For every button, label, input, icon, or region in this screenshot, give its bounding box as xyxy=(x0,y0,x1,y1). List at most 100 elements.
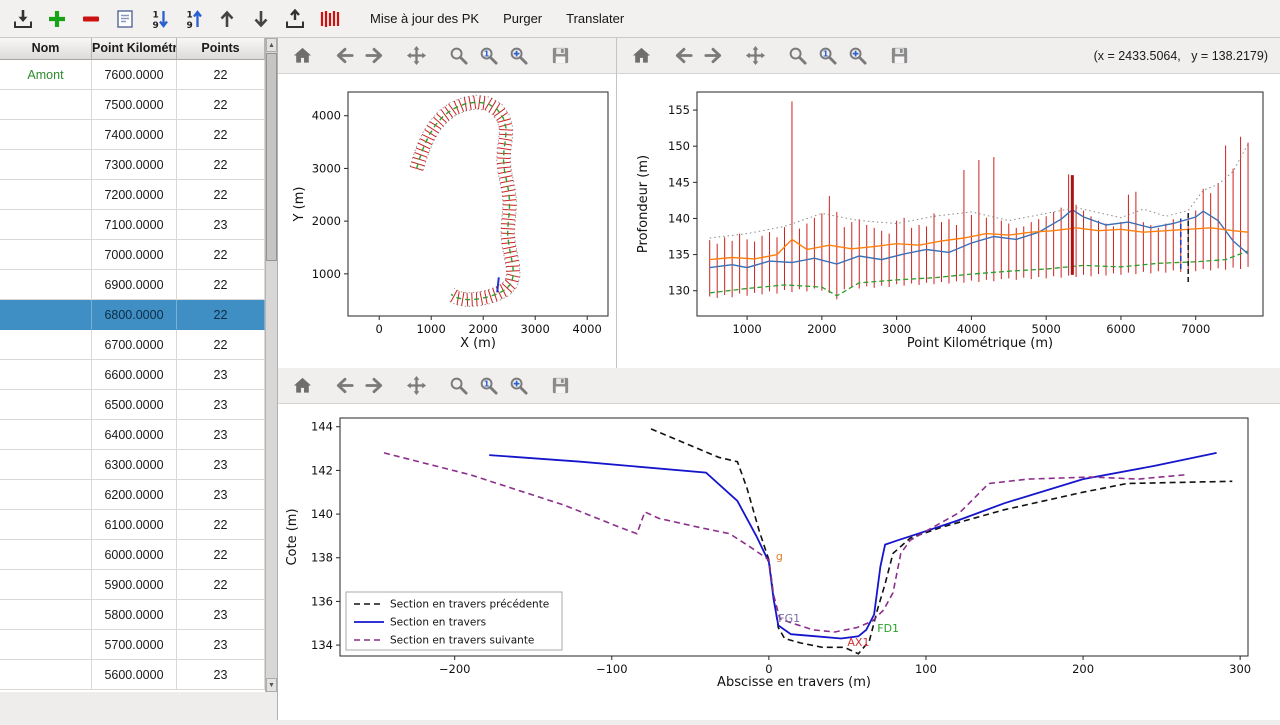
table-row[interactable]: 6800.0000 22 xyxy=(0,300,265,330)
table-row[interactable]: 6400.0000 23 xyxy=(0,420,265,450)
sections-button[interactable] xyxy=(314,4,344,34)
update-pk-button[interactable]: Mise à jour des PK xyxy=(360,4,489,34)
table-row[interactable]: 5900.0000 22 xyxy=(0,570,265,600)
zoom-one-button[interactable]: 1 xyxy=(474,42,502,70)
table-row[interactable]: 6300.0000 23 xyxy=(0,450,265,480)
scroll-down-icon[interactable]: ▼ xyxy=(266,678,277,692)
cell-nom[interactable] xyxy=(0,90,92,120)
cell-points[interactable]: 23 xyxy=(177,660,265,690)
move-up-button[interactable] xyxy=(212,4,242,34)
cell-points[interactable]: 22 xyxy=(177,150,265,180)
cell-nom[interactable] xyxy=(0,240,92,270)
plan-figure[interactable]: 0 1000 2000 3000 4000 1000 2000 3000 4000 X (m) Y … xyxy=(278,74,616,368)
pan-button[interactable] xyxy=(402,372,430,400)
table-row[interactable]: 6200.0000 23 xyxy=(0,480,265,510)
cell-points[interactable]: 23 xyxy=(177,480,265,510)
cell-nom[interactable] xyxy=(0,600,92,630)
table-row[interactable]: 7400.0000 22 xyxy=(0,120,265,150)
zoom-one-button[interactable]: 1 xyxy=(813,42,841,70)
cell-nom[interactable] xyxy=(0,570,92,600)
cell-points[interactable]: 23 xyxy=(177,450,265,480)
cell-nom[interactable] xyxy=(0,390,92,420)
column-header-points[interactable]: Points xyxy=(177,38,265,60)
cell-pk[interactable]: 6400.0000 xyxy=(92,420,177,450)
save-button[interactable] xyxy=(885,42,913,70)
cell-pk[interactable]: 6900.0000 xyxy=(92,270,177,300)
cell-pk[interactable]: 6200.0000 xyxy=(92,480,177,510)
cell-points[interactable]: 22 xyxy=(177,120,265,150)
cell-nom[interactable] xyxy=(0,480,92,510)
cell-nom[interactable] xyxy=(0,210,92,240)
cell-points[interactable]: 22 xyxy=(177,330,265,360)
cell-pk[interactable]: 6300.0000 xyxy=(92,450,177,480)
save-button[interactable] xyxy=(546,372,574,400)
column-header-nom[interactable]: Nom xyxy=(0,38,92,60)
add-button[interactable] xyxy=(42,4,72,34)
cell-points[interactable]: 23 xyxy=(177,630,265,660)
cell-pk[interactable]: 7500.0000 xyxy=(92,90,177,120)
cell-nom[interactable]: Amont xyxy=(0,60,92,90)
scrollbar-thumb[interactable] xyxy=(266,53,277,261)
cell-pk[interactable]: 7400.0000 xyxy=(92,120,177,150)
table-row[interactable]: 6700.0000 22 xyxy=(0,330,265,360)
remove-button[interactable] xyxy=(76,4,106,34)
cross-section-figure[interactable]: g FG1 AX1 FD1 −200 −100 0 100 200 300 134 136 138 140… xyxy=(278,404,1280,720)
cell-nom[interactable] xyxy=(0,120,92,150)
column-header-pk[interactable]: Point Kilométrique xyxy=(92,38,177,60)
table-row[interactable]: 5700.0000 23 xyxy=(0,630,265,660)
move-down-button[interactable] xyxy=(246,4,276,34)
zoom-button[interactable] xyxy=(444,42,472,70)
zoom-one-button[interactable]: 1 xyxy=(474,372,502,400)
cell-pk[interactable]: 6100.0000 xyxy=(92,510,177,540)
cell-pk[interactable]: 6600.0000 xyxy=(92,360,177,390)
table-row[interactable]: 7500.0000 22 xyxy=(0,90,265,120)
cell-nom[interactable] xyxy=(0,660,92,690)
forward-button[interactable] xyxy=(699,42,727,70)
edit-button[interactable] xyxy=(110,4,140,34)
home-button[interactable] xyxy=(288,42,316,70)
cell-nom[interactable] xyxy=(0,270,92,300)
cell-points[interactable]: 22 xyxy=(177,60,265,90)
cell-points[interactable]: 23 xyxy=(177,420,265,450)
table-row[interactable]: 7200.0000 22 xyxy=(0,180,265,210)
table-row[interactable]: 6900.0000 22 xyxy=(0,270,265,300)
cell-points[interactable]: 22 xyxy=(177,240,265,270)
cell-pk[interactable]: 7600.0000 xyxy=(92,60,177,90)
cell-pk[interactable]: 6700.0000 xyxy=(92,330,177,360)
cell-pk[interactable]: 7200.0000 xyxy=(92,180,177,210)
cell-nom[interactable] xyxy=(0,450,92,480)
cell-points[interactable]: 22 xyxy=(177,270,265,300)
cell-pk[interactable]: 7100.0000 xyxy=(92,210,177,240)
zoom-plus-button[interactable] xyxy=(504,42,532,70)
cell-points[interactable]: 22 xyxy=(177,570,265,600)
cell-points[interactable]: 23 xyxy=(177,600,265,630)
forward-button[interactable] xyxy=(360,372,388,400)
back-button[interactable] xyxy=(330,372,358,400)
table-row[interactable]: 6100.0000 22 xyxy=(0,510,265,540)
forward-button[interactable] xyxy=(360,42,388,70)
table-row[interactable]: 7000.0000 22 xyxy=(0,240,265,270)
purge-button[interactable]: Purger xyxy=(493,4,552,34)
zoom-button[interactable] xyxy=(444,372,472,400)
cell-points[interactable]: 23 xyxy=(177,210,265,240)
translate-button[interactable]: Translater xyxy=(556,4,634,34)
profile-figure[interactable]: 1000 2000 3000 4000 5000 6000 7000 130 135 140 145… xyxy=(617,74,1280,368)
zoom-button[interactable] xyxy=(783,42,811,70)
pan-button[interactable] xyxy=(741,42,769,70)
cell-pk[interactable]: 6000.0000 xyxy=(92,540,177,570)
cell-points[interactable]: 22 xyxy=(177,510,265,540)
cell-points[interactable]: 22 xyxy=(177,300,265,330)
cell-nom[interactable] xyxy=(0,300,92,330)
table-row[interactable]: 6600.0000 23 xyxy=(0,360,265,390)
cell-nom[interactable] xyxy=(0,360,92,390)
cell-points[interactable]: 23 xyxy=(177,390,265,420)
cell-pk[interactable]: 6800.0000 xyxy=(92,300,177,330)
cell-pk[interactable]: 7000.0000 xyxy=(92,240,177,270)
table-row[interactable]: 7300.0000 22 xyxy=(0,150,265,180)
save-button[interactable] xyxy=(546,42,574,70)
home-button[interactable] xyxy=(288,372,316,400)
table-row[interactable]: 6000.0000 22 xyxy=(0,540,265,570)
cell-pk[interactable]: 7300.0000 xyxy=(92,150,177,180)
